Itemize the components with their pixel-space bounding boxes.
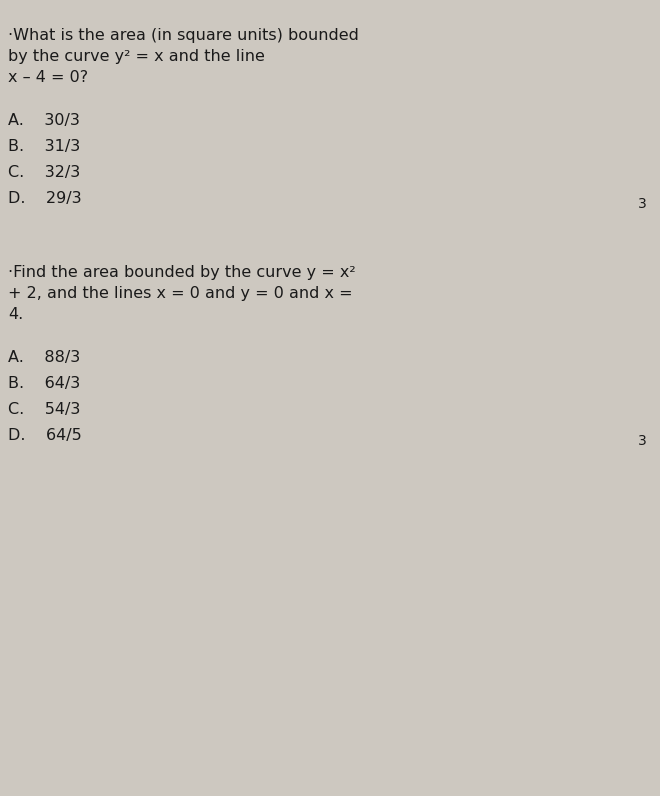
Text: x – 4 = 0?: x – 4 = 0? <box>8 70 88 85</box>
Text: B.    64/3: B. 64/3 <box>8 376 81 391</box>
Text: C.    32/3: C. 32/3 <box>8 165 81 180</box>
Text: D.    64/5: D. 64/5 <box>8 428 82 443</box>
Text: 4.: 4. <box>8 307 23 322</box>
Text: 3: 3 <box>638 434 647 448</box>
Text: by the curve y² = x and the line: by the curve y² = x and the line <box>8 49 265 64</box>
Text: ·Find the area bounded by the curve y = x²: ·Find the area bounded by the curve y = … <box>8 265 356 280</box>
Text: A.    88/3: A. 88/3 <box>8 350 81 365</box>
Text: B.    31/3: B. 31/3 <box>8 139 81 154</box>
Text: C.    54/3: C. 54/3 <box>8 402 81 417</box>
Text: + 2, and the lines x = 0 and y = 0 and x =: + 2, and the lines x = 0 and y = 0 and x… <box>8 286 352 301</box>
Text: 3: 3 <box>638 197 647 211</box>
Text: ·What is the area (in square units) bounded: ·What is the area (in square units) boun… <box>8 28 359 43</box>
Text: D.    29/3: D. 29/3 <box>8 191 82 206</box>
Text: A.    30/3: A. 30/3 <box>8 113 80 128</box>
